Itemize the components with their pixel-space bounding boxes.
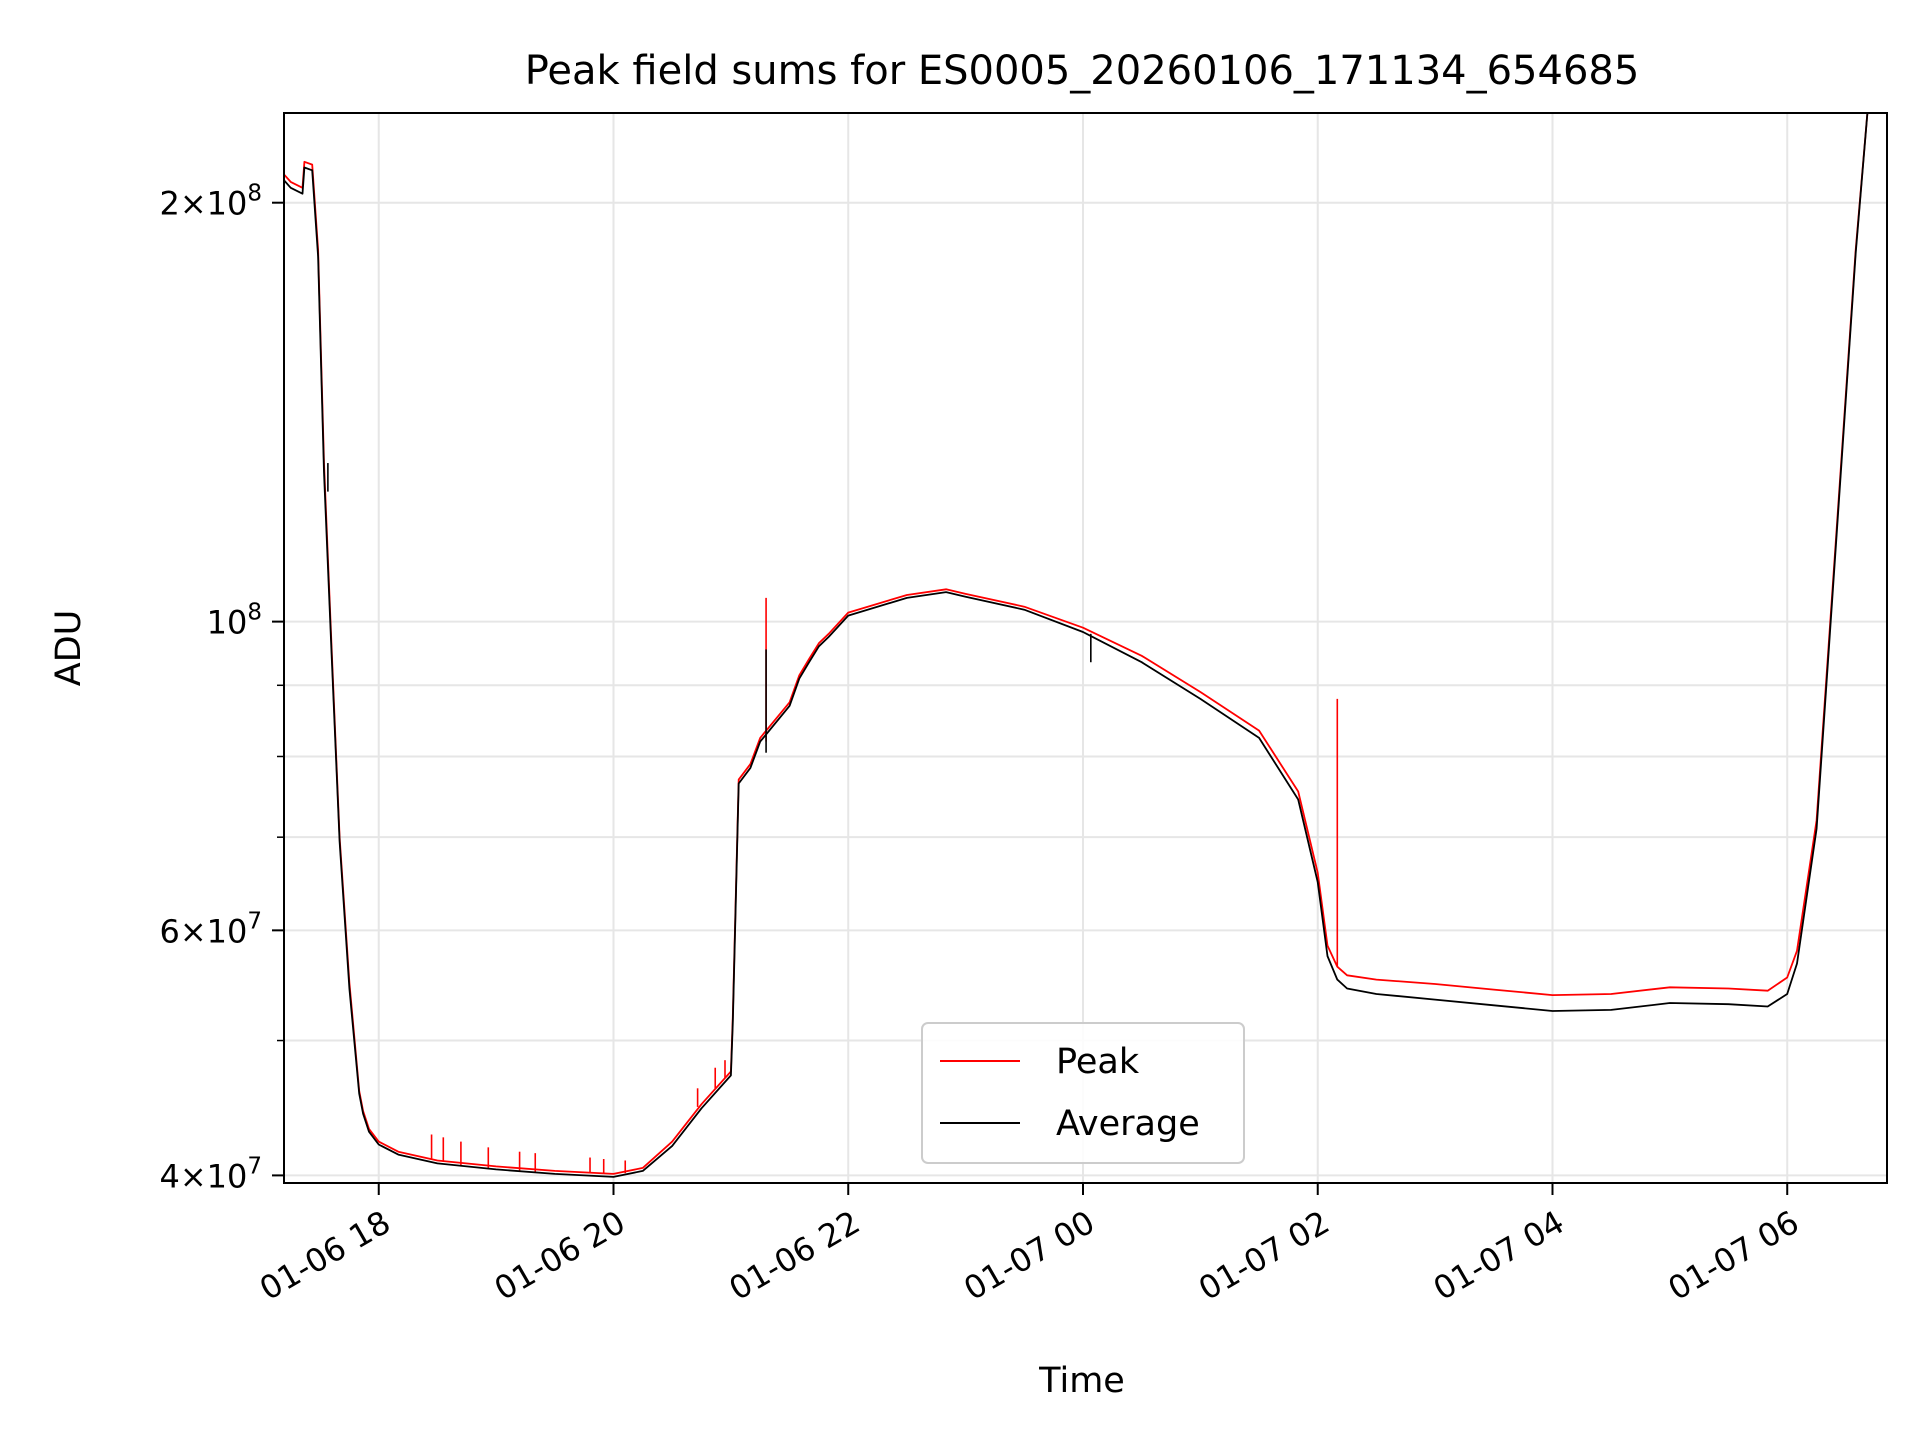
x-tick-label: 01-07 00 xyxy=(957,1203,1101,1308)
y-tick-label: 2×108 xyxy=(159,181,262,223)
y-tick-label: 4×107 xyxy=(159,1153,262,1195)
plot-frame xyxy=(283,112,1888,1184)
x-axis: 01-06 18 01-06 20 01-06 22 01-07 00 01-07 02… xyxy=(253,1183,1805,1308)
series-line-average xyxy=(284,113,1887,1178)
grid-lines xyxy=(284,113,1887,1183)
y-tick-label: 108 xyxy=(207,600,262,642)
x-axis-label: Time xyxy=(1038,1361,1125,1401)
x-tick-label: 01-06 22 xyxy=(723,1203,867,1308)
x-tick-label: 01-07 04 xyxy=(1427,1203,1571,1308)
x-tick-label: 01-06 20 xyxy=(488,1203,632,1308)
legend: Peak Average xyxy=(921,1022,1245,1164)
x-tick-label: 01-06 18 xyxy=(253,1203,397,1308)
x-tick-label: 01-07 02 xyxy=(1192,1203,1336,1308)
plot-area xyxy=(284,113,1887,1183)
chart-title: Peak field sums for ES0005_20260106_1711… xyxy=(525,48,1640,94)
y-axis: 4×107 6×107 108 2×108 xyxy=(159,181,284,1195)
y-tick-label: 6×107 xyxy=(159,908,262,950)
x-tick-label: 01-07 06 xyxy=(1662,1203,1806,1308)
legend-box xyxy=(921,1022,1245,1164)
plot-series xyxy=(284,113,1887,1178)
legend-label-average: Average xyxy=(1056,1104,1200,1144)
y-axis-label: ADU xyxy=(49,610,89,687)
legend-label-peak: Peak xyxy=(1056,1042,1140,1082)
